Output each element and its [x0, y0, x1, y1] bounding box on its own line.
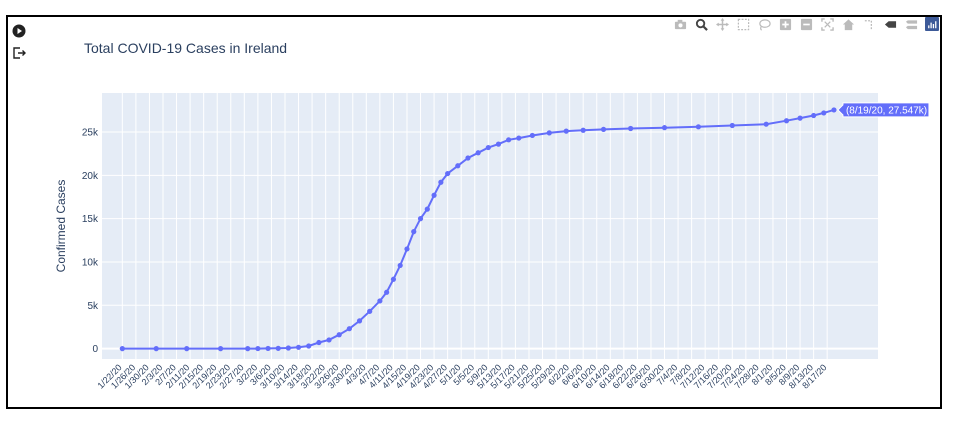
data-point	[455, 163, 461, 169]
data-point	[119, 346, 125, 352]
data-point	[326, 337, 332, 343]
zoom-out-icon[interactable]	[799, 17, 814, 32]
camera-icon[interactable]	[673, 17, 688, 32]
hover-compare-icon[interactable]	[904, 17, 919, 32]
data-point	[367, 308, 373, 314]
data-point	[411, 229, 417, 235]
reset-axes-icon[interactable]	[841, 17, 856, 32]
pan-icon[interactable]	[715, 17, 730, 32]
data-point	[295, 344, 302, 350]
data-point	[475, 150, 481, 156]
data-point	[797, 115, 803, 121]
data-point	[417, 216, 424, 222]
data-point	[356, 318, 363, 324]
data-point	[424, 206, 430, 212]
data-point	[404, 246, 410, 252]
data-point	[661, 125, 668, 131]
data-point	[316, 339, 322, 346]
spike-lines-icon[interactable]	[862, 17, 877, 32]
data-point	[255, 345, 261, 352]
data-point	[628, 125, 634, 132]
data-point	[506, 137, 512, 143]
zoom-icon[interactable]	[694, 17, 709, 32]
data-point	[580, 127, 586, 133]
data-point	[265, 345, 271, 352]
data-point	[390, 276, 397, 282]
hover-tooltip: (8/19/20, 27.547k)	[837, 102, 930, 118]
data-point	[306, 343, 312, 349]
modebar	[673, 16, 939, 32]
y-tick-label: 5k	[87, 301, 99, 312]
data-point	[495, 141, 502, 147]
hover-closest-icon[interactable]	[883, 17, 898, 32]
zoom-in-icon[interactable]	[778, 17, 793, 32]
data-point	[695, 124, 702, 130]
data-point	[821, 110, 827, 116]
y-tick-label: 15k	[82, 214, 99, 225]
data-point	[377, 298, 383, 304]
y-tick-label: 25k	[82, 127, 99, 138]
data-point	[275, 345, 281, 351]
plotly-logo-icon[interactable]	[925, 17, 939, 31]
data-point	[831, 107, 837, 113]
data-point	[783, 118, 790, 124]
data-point	[563, 128, 569, 134]
data-point	[445, 170, 451, 177]
plot-area	[102, 93, 878, 359]
y-tick-label: 20k	[82, 171, 99, 182]
data-point	[384, 289, 390, 295]
data-point	[600, 126, 607, 132]
hover-label: (8/19/20, 27.547k)	[846, 105, 927, 116]
data-point	[245, 346, 251, 352]
data-point	[763, 121, 769, 127]
data-point	[184, 346, 190, 352]
data-point	[438, 179, 444, 185]
data-point	[516, 135, 522, 141]
box-select-icon[interactable]	[736, 17, 751, 32]
exit-icon[interactable]	[12, 46, 26, 60]
data-point	[529, 132, 535, 139]
data-point	[397, 262, 403, 269]
data-point	[285, 345, 291, 351]
data-point	[336, 332, 342, 338]
data-point	[218, 346, 224, 352]
data-point	[431, 192, 437, 198]
data-point	[465, 155, 471, 161]
data-point	[485, 144, 491, 151]
data-point	[729, 122, 735, 129]
data-point	[346, 326, 352, 332]
play-circle-icon[interactable]	[12, 24, 26, 38]
y-tick-label: 0	[92, 344, 98, 355]
chart-title: Total COVID-19 Cases in Ireland	[84, 40, 288, 56]
y-tick-label: 10k	[82, 257, 99, 268]
data-point	[153, 346, 159, 352]
lasso-select-icon[interactable]	[757, 17, 772, 32]
autoscale-icon[interactable]	[820, 17, 835, 32]
data-point	[546, 130, 552, 136]
data-point	[811, 112, 817, 119]
